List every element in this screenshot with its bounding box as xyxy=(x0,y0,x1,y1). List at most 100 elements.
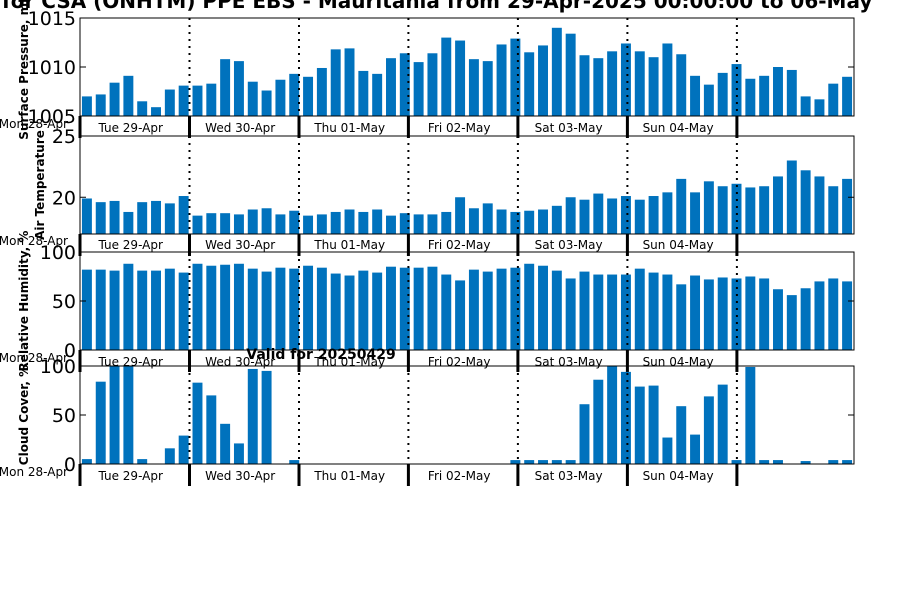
bar xyxy=(634,386,645,464)
bar xyxy=(123,263,134,350)
bar xyxy=(538,460,548,464)
bar xyxy=(344,209,355,234)
xtick-label: Tue 29-Apr xyxy=(97,469,162,483)
bar xyxy=(828,83,839,116)
bar xyxy=(316,267,327,350)
bar xyxy=(565,33,576,116)
bar xyxy=(247,209,258,234)
bar xyxy=(800,461,811,464)
bar xyxy=(607,366,618,464)
bar xyxy=(524,460,535,464)
bar xyxy=(745,366,756,464)
bar xyxy=(330,211,341,234)
panel-2: 20 25 Mon 28-Apr Tue 29-Apr Wed 30-Apr Thu 01… xyxy=(0,126,855,256)
bar xyxy=(800,96,811,116)
bar xyxy=(828,186,839,234)
bar xyxy=(648,385,659,464)
bar xyxy=(289,268,300,350)
xtick-label: Fri 02-May xyxy=(428,355,491,369)
xtick-label: Sun 04-May xyxy=(643,355,714,369)
bar xyxy=(220,213,231,234)
xtick-label: Thu 01-May xyxy=(313,121,385,135)
bar xyxy=(773,460,783,464)
bar xyxy=(164,89,175,116)
bar xyxy=(690,434,701,464)
bar xyxy=(565,197,576,234)
bar xyxy=(731,460,742,464)
bar xyxy=(455,40,466,116)
bar xyxy=(427,53,438,116)
bar xyxy=(386,266,396,350)
bar xyxy=(551,27,562,116)
panel-1: 1005 1010 1015 Mon 28-Apr Tue 29-Apr Wed 30-A… xyxy=(0,0,855,140)
bar xyxy=(524,263,535,350)
xtick-label: Tue 29-Apr xyxy=(97,121,162,135)
bar xyxy=(427,214,438,234)
y-axis-label: Relative Humidity, % xyxy=(17,231,31,372)
bar xyxy=(303,215,314,235)
xtick-label: Tue 29-Apr xyxy=(97,238,162,252)
bar xyxy=(482,271,493,350)
bar xyxy=(773,289,783,350)
bar xyxy=(178,85,189,116)
bar xyxy=(551,270,562,350)
xtick-label: Mon 28-Apr xyxy=(0,351,68,365)
bar xyxy=(662,274,673,350)
bar xyxy=(109,82,120,116)
ytick-label: 0 xyxy=(64,454,76,476)
bar xyxy=(289,73,300,116)
bar xyxy=(261,370,272,464)
xtick-label: Sat 03-May xyxy=(535,469,603,483)
bar xyxy=(386,215,396,235)
bar xyxy=(648,57,659,116)
bar xyxy=(413,267,424,350)
bar xyxy=(620,43,631,117)
bar xyxy=(275,267,286,350)
bar xyxy=(759,460,770,464)
bar xyxy=(593,274,604,350)
bar xyxy=(759,75,770,116)
bar xyxy=(151,200,161,234)
xtick-label: Wed 30-Apr xyxy=(205,121,275,135)
y-axis-label: Air Temperature xyxy=(33,130,47,240)
bar xyxy=(81,269,92,350)
bar xyxy=(330,273,341,350)
bar xyxy=(579,271,590,350)
bar xyxy=(316,67,327,116)
bar xyxy=(137,459,148,464)
bar xyxy=(164,448,175,464)
bar xyxy=(455,197,466,234)
bar xyxy=(137,202,148,234)
bar xyxy=(192,215,203,235)
bar xyxy=(593,379,604,464)
bar xyxy=(344,48,355,116)
bar xyxy=(81,459,92,464)
bar xyxy=(441,37,452,116)
bar xyxy=(703,84,714,116)
ytick-label: 50 xyxy=(52,405,76,427)
xtick-label: Fri 02-May xyxy=(428,469,491,483)
bar xyxy=(579,404,590,464)
bar xyxy=(690,75,701,116)
bar xyxy=(372,272,383,350)
bar xyxy=(468,269,479,350)
bar xyxy=(468,208,479,234)
ytick-label: 100 xyxy=(40,242,76,264)
bar xyxy=(731,183,742,234)
bar xyxy=(703,181,714,234)
bar xyxy=(468,59,479,116)
xtick-label: Fri 02-May xyxy=(428,121,491,135)
bar xyxy=(206,83,217,116)
bar xyxy=(676,284,687,350)
bar xyxy=(759,278,770,350)
bar xyxy=(703,279,714,350)
bar xyxy=(745,78,756,116)
bar xyxy=(579,199,590,234)
bar xyxy=(399,53,410,116)
ytick-label: 100 xyxy=(40,356,76,378)
bar xyxy=(206,265,217,350)
bar xyxy=(303,265,314,350)
bar xyxy=(233,214,244,234)
bar xyxy=(538,265,548,350)
